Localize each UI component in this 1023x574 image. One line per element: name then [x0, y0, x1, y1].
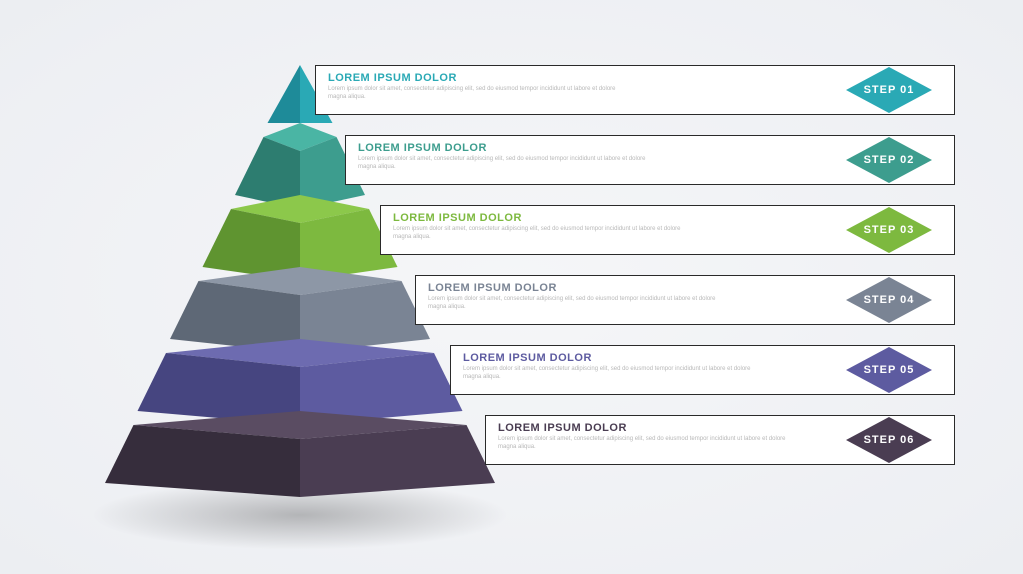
info-title: LOREM IPSUM DOLOR	[393, 212, 693, 224]
step-diamond: STEP 04	[844, 275, 934, 325]
infographic-container: LOREM IPSUM DOLOR Lorem ipsum dolor sit a…	[0, 0, 1023, 574]
step-label: STEP 06	[864, 434, 915, 446]
step-label: STEP 01	[864, 84, 915, 96]
info-body: Lorem ipsum dolor sit amet, consectetur …	[393, 226, 693, 242]
info-title: LOREM IPSUM DOLOR	[463, 352, 763, 364]
info-text: LOREM IPSUM DOLOR Lorem ipsum dolor sit a…	[358, 142, 658, 172]
step-diamond: STEP 06	[844, 415, 934, 465]
info-body: Lorem ipsum dolor sit amet, consectetur …	[328, 86, 628, 102]
info-text: LOREM IPSUM DOLOR Lorem ipsum dolor sit a…	[498, 422, 798, 452]
info-box: LOREM IPSUM DOLOR Lorem ipsum dolor sit a…	[450, 345, 955, 395]
info-body: Lorem ipsum dolor sit amet, consectetur …	[498, 436, 798, 452]
info-box: LOREM IPSUM DOLOR Lorem ipsum dolor sit a…	[415, 275, 955, 325]
step-label: STEP 04	[864, 294, 915, 306]
info-box: LOREM IPSUM DOLOR Lorem ipsum dolor sit a…	[485, 415, 955, 465]
step-diamond: STEP 02	[844, 135, 934, 185]
info-body: Lorem ipsum dolor sit amet, consectetur …	[428, 296, 728, 312]
info-text: LOREM IPSUM DOLOR Lorem ipsum dolor sit a…	[463, 352, 763, 382]
info-box: LOREM IPSUM DOLOR Lorem ipsum dolor sit a…	[345, 135, 955, 185]
info-box: LOREM IPSUM DOLOR Lorem ipsum dolor sit a…	[380, 205, 955, 255]
info-title: LOREM IPSUM DOLOR	[428, 282, 728, 294]
info-box: LOREM IPSUM DOLOR Lorem ipsum dolor sit a…	[315, 65, 955, 115]
info-title: LOREM IPSUM DOLOR	[358, 142, 658, 154]
info-body: Lorem ipsum dolor sit amet, consectetur …	[358, 156, 658, 172]
step-label: STEP 02	[864, 154, 915, 166]
info-text: LOREM IPSUM DOLOR Lorem ipsum dolor sit a…	[428, 282, 728, 312]
info-title: LOREM IPSUM DOLOR	[328, 72, 628, 84]
info-text: LOREM IPSUM DOLOR Lorem ipsum dolor sit a…	[393, 212, 693, 242]
step-diamond: STEP 05	[844, 345, 934, 395]
step-diamond: STEP 03	[844, 205, 934, 255]
info-title: LOREM IPSUM DOLOR	[498, 422, 798, 434]
step-diamond: STEP 01	[844, 65, 934, 115]
step-label: STEP 03	[864, 224, 915, 236]
info-text: LOREM IPSUM DOLOR Lorem ipsum dolor sit a…	[328, 72, 628, 102]
info-body: Lorem ipsum dolor sit amet, consectetur …	[463, 366, 763, 382]
step-label: STEP 05	[864, 364, 915, 376]
